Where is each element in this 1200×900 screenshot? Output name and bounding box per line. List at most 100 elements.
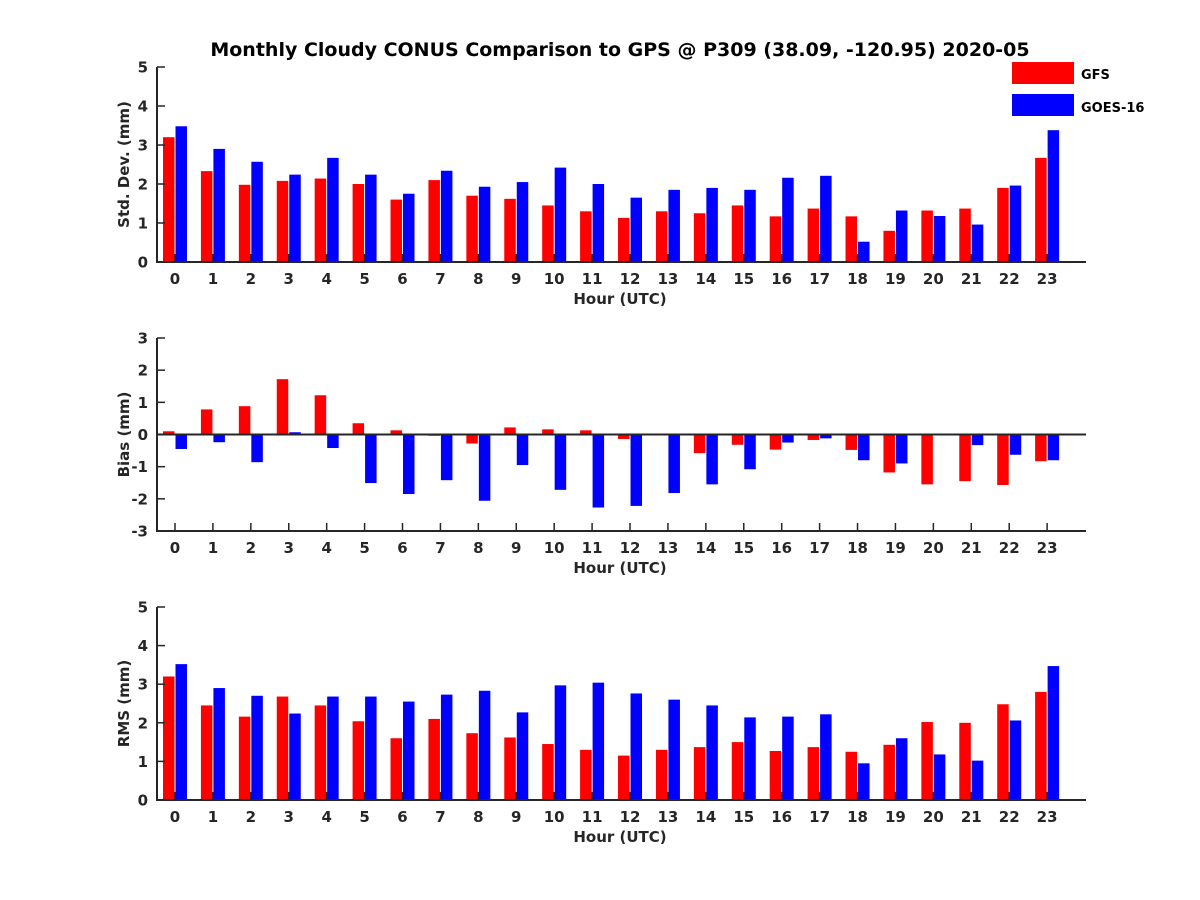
bar-goes16-h16	[782, 716, 794, 800]
bar-goes16-h7	[440, 170, 453, 262]
bar-gfs-h18	[845, 434, 858, 450]
x-tick-label: 3	[284, 270, 294, 288]
x-tick-label: 6	[397, 808, 407, 826]
x-tick-label: 18	[847, 270, 868, 288]
x-tick-label: 5	[359, 539, 369, 557]
x-tick-label: 20	[923, 270, 944, 288]
bar-goes16-h2	[251, 161, 263, 262]
bar-gfs-h7	[428, 718, 440, 800]
bar-gfs-h20	[921, 722, 933, 800]
bar-goes16-h11	[592, 682, 605, 800]
bar-goes16-h17	[820, 714, 832, 800]
y-tick-label: -1	[131, 458, 148, 476]
bar-gfs-h15	[731, 742, 744, 800]
bar-gfs-h2	[238, 406, 251, 435]
y-tick-label: 2	[138, 176, 148, 194]
y-tick-label: -2	[131, 490, 148, 508]
bar-goes16-h14	[706, 187, 718, 262]
x-tick-label: 0	[170, 270, 180, 288]
bar-gfs-h18	[845, 216, 858, 262]
x-tick-label: 19	[885, 808, 906, 826]
bar-goes16-h4	[327, 434, 339, 449]
x-tick-label: 10	[544, 808, 565, 826]
bar-gfs-h17	[807, 434, 820, 440]
bar-goes16-h4	[327, 696, 339, 800]
bar-goes16-h16	[782, 434, 794, 443]
bar-goes16-h3	[289, 713, 301, 800]
x-tick-label: 3	[284, 808, 294, 826]
x-tick-label: 6	[397, 539, 407, 557]
x-tick-label: 2	[246, 270, 256, 288]
bar-gfs-h7	[428, 180, 440, 262]
bar-gfs-h9	[504, 427, 516, 435]
bar-goes16-h8	[478, 434, 491, 501]
bar-goes16-h10	[554, 167, 567, 262]
y-tick-label: 2	[138, 362, 148, 380]
bar-gfs-h6	[390, 430, 403, 435]
bar-goes16-h19	[895, 434, 908, 464]
bar-goes16-h11	[592, 434, 605, 508]
x-tick-label: 9	[511, 270, 521, 288]
bar-gfs-h19	[883, 434, 895, 473]
x-tick-label: 22	[999, 270, 1020, 288]
x-tick-label: 21	[961, 270, 982, 288]
x-tick-label: 13	[658, 808, 679, 826]
y-tick-label: 1	[138, 215, 148, 233]
bar-goes16-h22	[1009, 720, 1022, 800]
bar-gfs-h21	[959, 208, 971, 262]
x-axis-label: Hour (UTC)	[573, 559, 666, 577]
x-tick-label: 0	[170, 808, 180, 826]
y-tick-label: 0	[138, 254, 148, 272]
bar-goes16-h13	[668, 699, 680, 800]
y-tick-label: 3	[138, 137, 148, 155]
bar-gfs-h1	[200, 171, 213, 262]
x-axis-label: Hour (UTC)	[573, 828, 666, 846]
bar-gfs-h10	[542, 744, 554, 800]
y-tick-label: -3	[131, 523, 148, 541]
legend-swatch-goes16	[1012, 94, 1074, 116]
bar-goes16-h12	[630, 693, 643, 800]
bar-goes16-h8	[478, 690, 491, 800]
chart-title: Monthly Cloudy CONUS Comparison to GPS @…	[210, 39, 1029, 61]
bar-gfs-h16	[769, 216, 782, 262]
bar-gfs-h5	[352, 423, 365, 435]
x-tick-label: 11	[582, 270, 603, 288]
bar-gfs-h12	[618, 434, 630, 439]
bar-gfs-h22	[997, 704, 1009, 800]
y-tick-label: 1	[138, 394, 148, 412]
bar-goes16-h19	[895, 738, 908, 800]
legend: GFS GOES-16	[1012, 62, 1144, 116]
bar-goes16-h15	[744, 434, 756, 470]
bar-gfs-h22	[997, 434, 1009, 485]
x-tick-label: 23	[1037, 270, 1058, 288]
bar-goes16-h23	[1047, 434, 1060, 461]
x-tick-label: 6	[397, 270, 407, 288]
bar-goes16-h6	[403, 434, 415, 495]
bar-gfs-h5	[352, 721, 365, 800]
bar-gfs-h17	[807, 208, 820, 262]
bar-gfs-h4	[314, 395, 327, 435]
bar-gfs-h8	[466, 733, 478, 800]
bar-goes16-h23	[1047, 666, 1060, 800]
bar-gfs-h23	[1035, 157, 1047, 262]
y-axis-label: Std. Dev. (mm)	[115, 101, 133, 228]
bar-gfs-h14	[693, 434, 706, 454]
x-tick-label: 3	[284, 539, 294, 557]
y-tick-label: 5	[138, 599, 148, 617]
bar-goes16-h18	[858, 434, 870, 461]
x-tick-label: 14	[695, 808, 716, 826]
bar-gfs-h21	[959, 722, 971, 800]
bar-gfs-h3	[276, 696, 289, 800]
bar-gfs-h0	[163, 137, 175, 262]
legend-swatch-gfs	[1012, 62, 1074, 84]
bar-gfs-h6	[390, 199, 403, 262]
x-tick-label: 19	[885, 270, 906, 288]
x-tick-label: 1	[208, 539, 218, 557]
bar-gfs-h18	[845, 751, 858, 800]
bar-gfs-h1	[200, 409, 213, 435]
bar-gfs-h16	[769, 434, 782, 450]
y-tick-label: 3	[138, 330, 148, 348]
bar-goes16-h12	[630, 434, 643, 506]
